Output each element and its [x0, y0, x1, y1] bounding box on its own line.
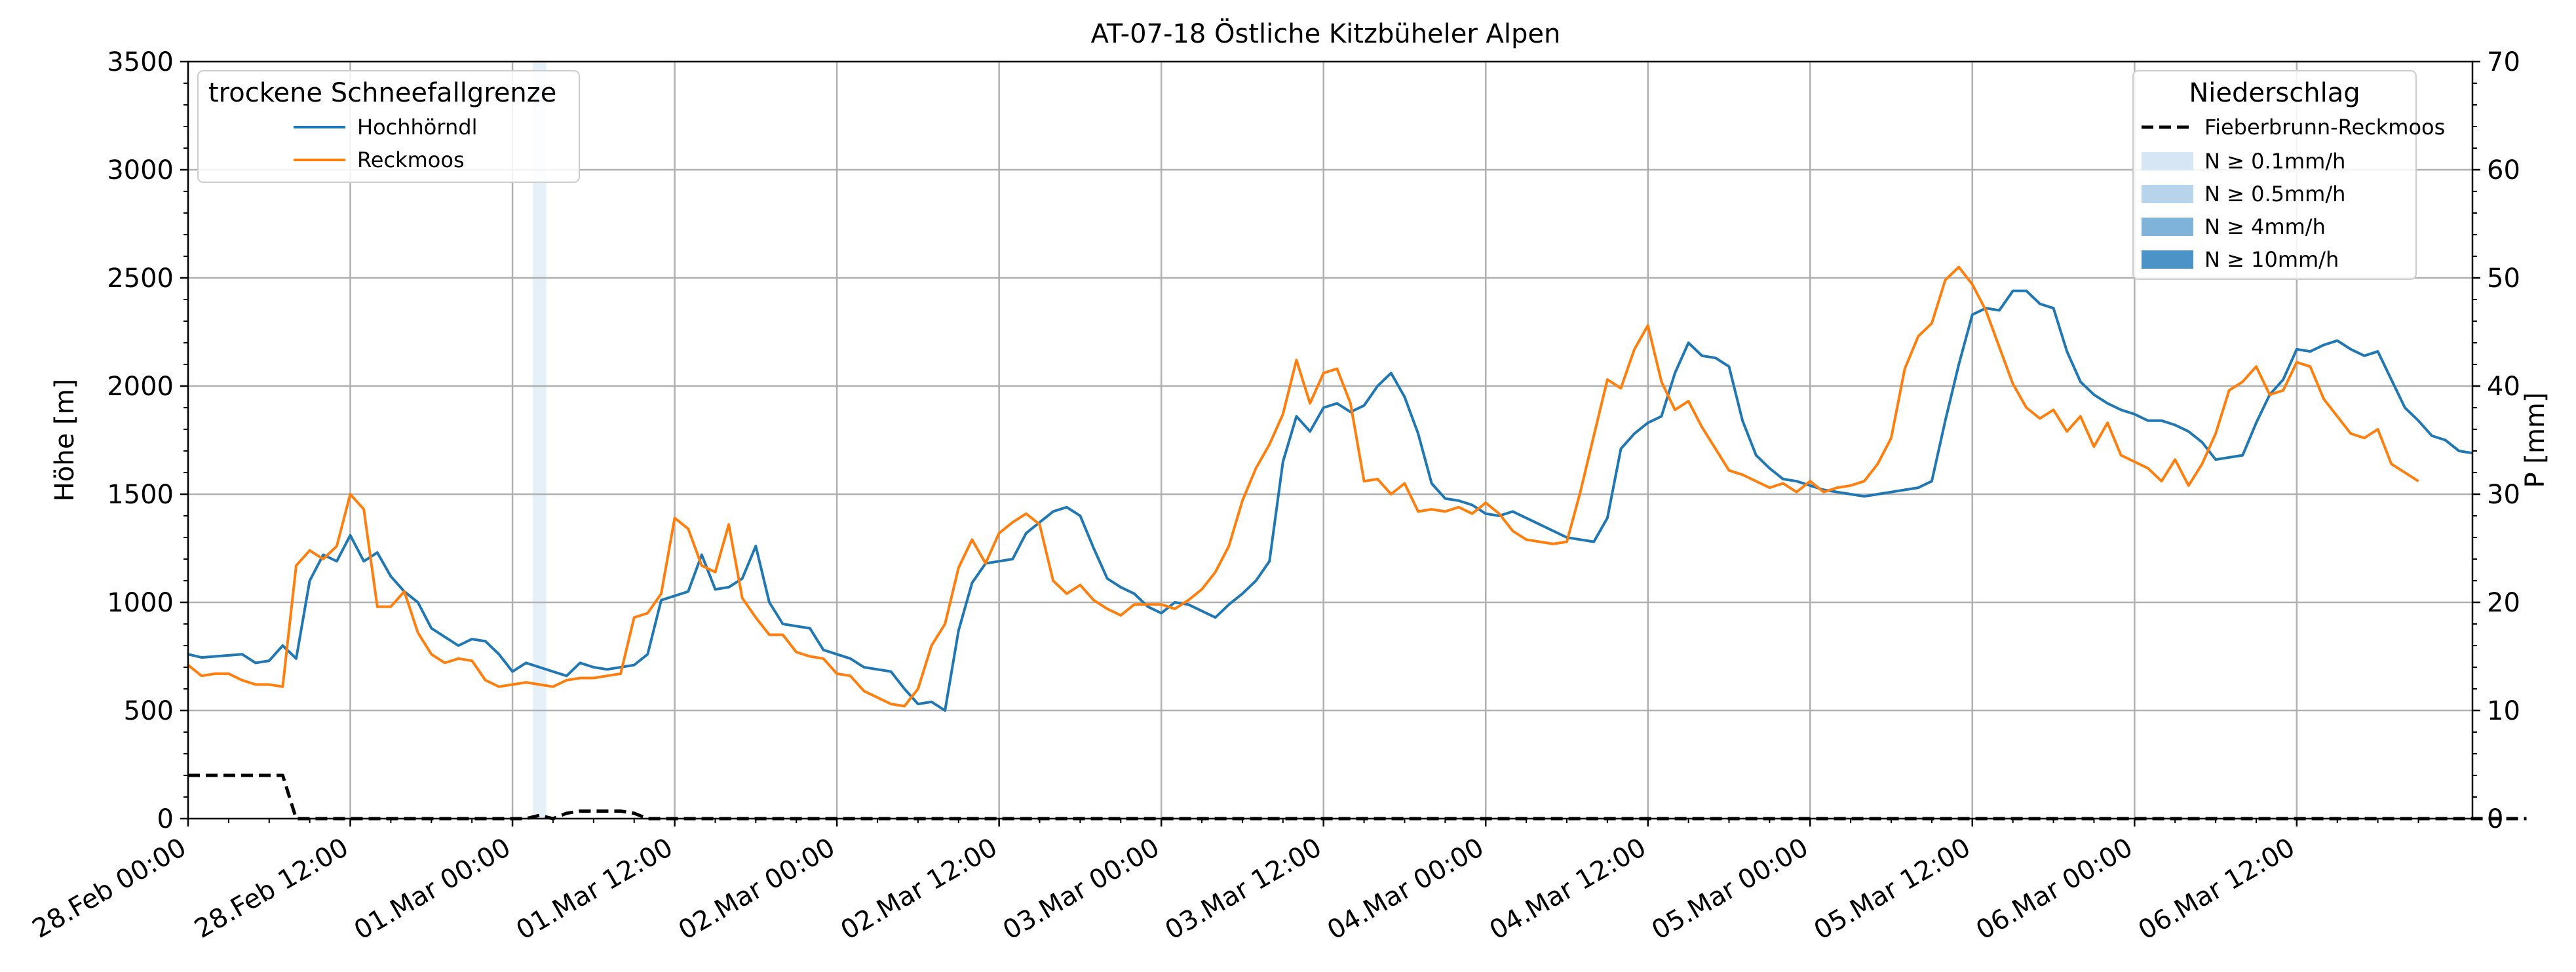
legend-patch-01 — [2142, 152, 2193, 170]
y-tick-label-0: 0 — [157, 804, 174, 834]
y-axis-right: 0 10 20 30 40 50 60 70 — [2472, 47, 2520, 834]
y2-tick-label-0: 0 — [2487, 804, 2503, 834]
series-line-0 — [187, 289, 2473, 712]
y2-tick-label-4: 40 — [2487, 372, 2520, 402]
legend-label-01: N ≥ 0.1mm/h — [2204, 149, 2345, 174]
precip-band-0 — [532, 62, 547, 819]
y2-tick-label-1: 10 — [2487, 696, 2520, 726]
legend-label-10: N ≥ 10mm/h — [2204, 247, 2339, 272]
legend-patch-4 — [2142, 218, 2193, 236]
plot-frame — [187, 60, 2474, 820]
legend-label-05: N ≥ 0.5mm/h — [2204, 182, 2345, 206]
y2-tick-label-6: 60 — [2487, 155, 2520, 185]
y2-tick-label-5: 50 — [2487, 263, 2520, 294]
legend-label-4: N ≥ 4mm/h — [2204, 214, 2326, 239]
y-axis-title: Höhe [m] — [50, 379, 80, 501]
legend-snowline: trockene Schneefallgrenze Hochhörndl Rec… — [197, 70, 580, 183]
y-tick-label-5: 2500 — [107, 263, 174, 294]
legend-patch-05 — [2142, 185, 2193, 203]
y-tick-label-7: 3500 — [107, 47, 174, 77]
legend-precip: Niederschlag Fieberbrunn-Reckmoos N ≥ 0.… — [2132, 70, 2445, 280]
y-tick-label-6: 3000 — [107, 155, 174, 185]
y-tick-label-1: 500 — [124, 696, 174, 726]
legend-label-fieberbrunn: Fieberbrunn-Reckmoos — [2204, 115, 2445, 140]
legend-label-hochhoerndl: Hochhörndl — [357, 115, 477, 140]
y2-axis-title: P [mm] — [2520, 393, 2550, 488]
precip-bands — [532, 62, 547, 819]
y-tick-label-2: 1000 — [107, 588, 174, 618]
legend-label-reckmoos: Reckmoos — [357, 147, 465, 172]
y2-tick-label-3: 30 — [2487, 480, 2520, 510]
chart-title: AT-07-18 Östliche Kitzbüheler Alpen — [1091, 18, 1561, 49]
legend-precip-title: Niederschlag — [2189, 78, 2360, 108]
y-tick-label-4: 2000 — [107, 372, 174, 402]
legend-snowline-box — [197, 70, 580, 183]
legend-precip-box — [2132, 70, 2417, 280]
y-tick-label-3: 1500 — [107, 480, 174, 510]
series-line-1 — [187, 265, 2419, 708]
legend-snowline-title: trockene Schneefallgrenze — [208, 78, 556, 108]
y2-tick-label-2: 20 — [2487, 588, 2520, 618]
y2-tick-label-7: 70 — [2487, 47, 2520, 77]
legend-patch-10 — [2142, 250, 2193, 269]
y-axis-left: 0 500 1000 1500 2000 2500 3000 3500 — [107, 47, 188, 834]
